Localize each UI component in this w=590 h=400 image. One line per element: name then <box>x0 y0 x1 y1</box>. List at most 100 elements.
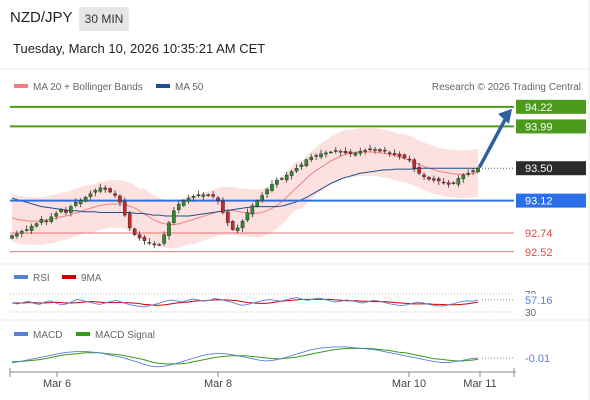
candle-body <box>314 155 318 157</box>
forecast-arrow <box>478 108 512 168</box>
candle-body <box>172 210 176 223</box>
rsi-current-bg <box>521 293 555 306</box>
candle-body <box>441 181 446 184</box>
candle-body <box>432 178 436 181</box>
legend-swatch-9ma <box>62 275 76 279</box>
candle-body <box>309 156 314 160</box>
rsi-tick-30: 30 <box>525 308 537 319</box>
candle-body <box>235 227 240 231</box>
candle-body <box>265 189 269 195</box>
candle-body <box>73 202 78 206</box>
candle-body <box>358 150 363 154</box>
candle-body <box>216 197 220 201</box>
candle-body <box>113 193 117 196</box>
legend-macd-label: MACD <box>33 330 62 341</box>
candle-body <box>319 153 323 158</box>
candle-body <box>49 216 54 222</box>
legend-swatch-ma20 <box>14 84 28 88</box>
candle-body <box>98 187 103 192</box>
candle-body <box>196 194 201 197</box>
rsi-panel: 703057.16 <box>10 290 555 319</box>
arrow-shaft <box>478 116 508 168</box>
macd-current-value: -0.01 <box>525 353 550 365</box>
candle-body <box>446 182 451 185</box>
candle-body <box>392 153 397 155</box>
x-tick-label: Mar 8 <box>204 378 232 390</box>
candle-body <box>471 170 475 172</box>
level-label: 94.22 <box>525 102 553 114</box>
legend-swatch-rsi <box>14 275 28 279</box>
level-label: 92.52 <box>525 247 553 259</box>
rsi-current-value: 57.16 <box>525 295 553 307</box>
candle-body <box>29 225 34 231</box>
candle-body <box>270 184 274 191</box>
candle-body <box>333 150 338 152</box>
candle-body <box>402 154 407 159</box>
candle-body <box>353 152 358 156</box>
candle-body <box>250 205 255 215</box>
candle-body <box>103 187 107 190</box>
candle-body <box>422 174 426 177</box>
candle-body <box>407 158 412 161</box>
candle-body <box>44 220 49 223</box>
candle-body <box>427 177 431 180</box>
rsi-9ma-line <box>12 298 479 306</box>
level-label: 93.99 <box>525 121 553 133</box>
timestamp: Tuesday, March 10, 2026 10:35:21 AM CET <box>13 41 266 56</box>
x-tick-label: Mar 6 <box>43 378 71 390</box>
arrow-head <box>498 108 512 124</box>
candle-body <box>397 153 402 157</box>
candle-body <box>132 228 137 235</box>
moving-averages <box>11 151 479 225</box>
candle-body <box>260 195 264 201</box>
legend-ma20-label: MA 20 + Bollinger Bands <box>33 82 143 93</box>
candle-body <box>191 196 196 198</box>
x-axis: Mar 6 Mar 8 Mar 10 Mar 11 <box>9 368 515 390</box>
macd-signal-line <box>12 347 479 365</box>
candle-body <box>147 242 152 244</box>
candle-body <box>348 151 353 154</box>
candle-body <box>118 195 122 203</box>
level-tag <box>516 119 586 134</box>
candle-body <box>206 194 211 196</box>
legend-9ma-label: 9MA <box>81 273 102 284</box>
candle-body <box>299 164 304 167</box>
candle-body <box>466 173 470 175</box>
level-labels: 94.22 93.99 93.50 93.12 92.74 92.52 <box>516 99 586 259</box>
candle-body <box>211 194 215 197</box>
legend-rsi-label: RSI <box>33 273 50 284</box>
candle-body <box>368 148 372 150</box>
candle-body <box>59 208 63 213</box>
candle-body <box>152 243 157 246</box>
legend-swatch-macd-signal <box>76 332 90 336</box>
candle-body <box>275 179 279 185</box>
rsi-line <box>11 297 479 308</box>
candle-body <box>294 168 299 172</box>
candle-body <box>245 212 250 221</box>
current-price-tag <box>516 161 586 176</box>
candle-body <box>142 236 147 241</box>
candle-body <box>78 200 83 205</box>
candle-body <box>15 233 19 237</box>
timeframe-badge[interactable]: 30 MIN <box>79 7 129 31</box>
candle-body <box>476 168 480 172</box>
candle-body <box>324 152 328 155</box>
candle-body <box>279 178 284 180</box>
candle-body <box>289 171 294 176</box>
candle-body <box>338 150 343 153</box>
candle-body <box>24 229 29 231</box>
candle-body <box>230 221 235 230</box>
candle-body <box>137 234 142 239</box>
x-tick-label: Mar 10 <box>392 378 426 390</box>
candlesticks <box>10 144 480 249</box>
candle-body <box>39 219 44 223</box>
candle-body <box>329 151 333 154</box>
candle-body <box>10 235 14 239</box>
ma20-line <box>11 151 479 225</box>
candle-body <box>108 188 112 193</box>
candle-body <box>255 200 260 207</box>
legend-swatch-macd <box>14 332 28 336</box>
x-tick-label: Mar 11 <box>463 378 496 390</box>
